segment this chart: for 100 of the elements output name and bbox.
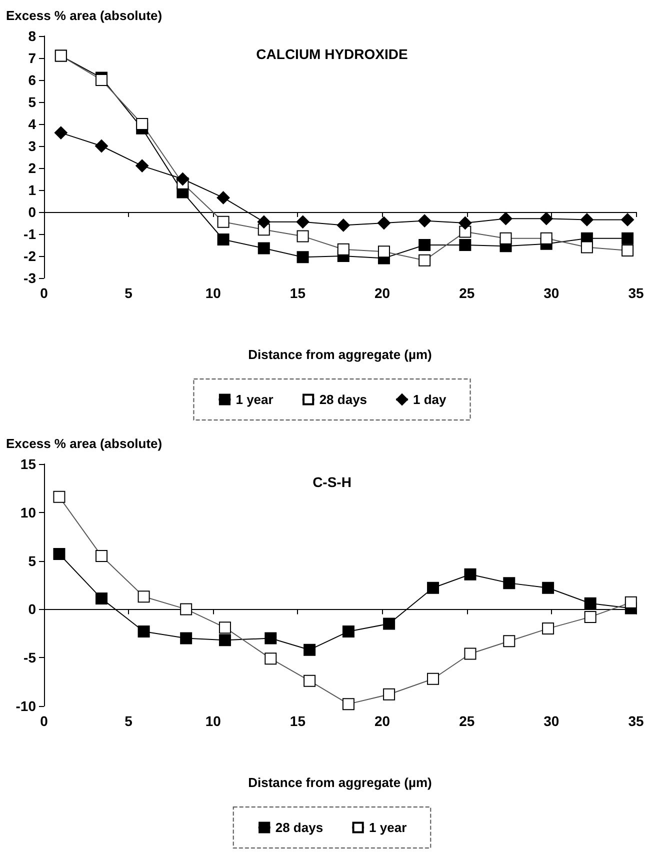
point bbox=[418, 214, 432, 228]
point bbox=[217, 234, 230, 246]
point bbox=[53, 490, 66, 503]
x-tick-label: 10 bbox=[205, 713, 222, 729]
point bbox=[136, 159, 149, 172]
point bbox=[54, 126, 68, 140]
y-tick-label: -2 bbox=[24, 248, 36, 264]
point bbox=[218, 622, 231, 634]
legend-label: 28 days bbox=[275, 820, 324, 835]
legend-label: 1 year bbox=[369, 820, 407, 835]
x-tick-label: 10 bbox=[205, 285, 222, 301]
point bbox=[377, 216, 390, 230]
x-tick-label: 25 bbox=[459, 285, 475, 301]
point bbox=[621, 213, 634, 226]
point bbox=[296, 215, 310, 228]
x-tick-label: 15 bbox=[290, 285, 306, 301]
point bbox=[304, 644, 316, 656]
point bbox=[499, 212, 512, 226]
y-tick-label: 0 bbox=[28, 204, 36, 220]
point bbox=[500, 232, 512, 244]
y-tick-label: 10 bbox=[20, 504, 36, 520]
x-tick-label: 25 bbox=[459, 713, 475, 729]
point bbox=[138, 625, 150, 638]
point bbox=[458, 216, 472, 230]
point bbox=[264, 652, 277, 665]
point bbox=[584, 597, 596, 610]
point bbox=[216, 191, 230, 204]
point bbox=[459, 239, 472, 251]
point bbox=[96, 74, 108, 86]
y-tick-label: 8 bbox=[28, 28, 36, 44]
point bbox=[180, 603, 192, 616]
point bbox=[383, 688, 396, 700]
x-tick-label: 30 bbox=[544, 713, 560, 729]
point bbox=[540, 212, 553, 226]
point bbox=[540, 232, 552, 244]
x-tick-label: 0 bbox=[40, 285, 48, 301]
legend-label: 28 days bbox=[319, 392, 368, 407]
y-tick-label: 1 bbox=[28, 182, 36, 198]
point bbox=[336, 218, 350, 232]
point bbox=[427, 582, 440, 594]
text: C-S-H bbox=[312, 474, 352, 490]
y-axis-title: Excess % area (absolute) bbox=[6, 8, 162, 23]
y-tick-label: 4 bbox=[28, 116, 36, 132]
point bbox=[503, 577, 516, 590]
legend-label: 1 year bbox=[236, 392, 274, 407]
point bbox=[257, 215, 270, 228]
y-tick-label: 6 bbox=[28, 72, 36, 88]
point bbox=[180, 632, 192, 644]
point bbox=[378, 246, 390, 258]
x-tick-label: 5 bbox=[124, 285, 133, 301]
point bbox=[418, 239, 431, 251]
point bbox=[337, 243, 350, 256]
point bbox=[464, 648, 476, 660]
y-tick-label: -5 bbox=[24, 650, 36, 666]
x-tick-label: 0 bbox=[40, 713, 48, 729]
y-tick-label: -1 bbox=[24, 226, 36, 242]
x-tick-label: 35 bbox=[628, 285, 644, 301]
point bbox=[464, 568, 476, 580]
point bbox=[53, 548, 66, 560]
y-tick-label: -3 bbox=[24, 270, 36, 286]
y-tick-label: 7 bbox=[28, 50, 36, 66]
y-tick-label: 2 bbox=[28, 160, 36, 176]
point bbox=[580, 241, 593, 254]
point bbox=[95, 140, 108, 152]
point bbox=[138, 590, 150, 603]
point bbox=[383, 618, 396, 630]
point bbox=[176, 172, 190, 186]
x-tick-label: 30 bbox=[544, 285, 560, 301]
legend-label: 1 day bbox=[413, 392, 448, 407]
point bbox=[258, 242, 270, 254]
point bbox=[217, 216, 230, 228]
point bbox=[218, 634, 231, 646]
x-axis-title: Distance from aggregate (µm) bbox=[248, 775, 432, 790]
x-axis-title: Distance from aggregate (µm) bbox=[248, 347, 432, 362]
point bbox=[503, 635, 516, 648]
text: CALCIUM HYDROXIDE bbox=[256, 46, 408, 62]
point bbox=[342, 625, 354, 638]
point bbox=[264, 632, 277, 644]
y-tick-label: 5 bbox=[28, 552, 36, 569]
y-tick-label: 15 bbox=[20, 456, 36, 472]
point bbox=[580, 213, 594, 226]
point bbox=[96, 592, 108, 605]
x-tick-label: 35 bbox=[628, 713, 644, 729]
point bbox=[136, 118, 148, 130]
y-axis-title: Excess % area (absolute) bbox=[6, 436, 162, 451]
point bbox=[296, 251, 309, 264]
y-tick-label: 5 bbox=[28, 94, 36, 110]
point bbox=[296, 230, 309, 242]
y-tick-label: 3 bbox=[28, 138, 36, 154]
point bbox=[427, 672, 440, 685]
point bbox=[542, 582, 554, 594]
point bbox=[342, 698, 354, 710]
y-tick-label: 0 bbox=[28, 601, 36, 618]
point bbox=[622, 232, 634, 244]
x-tick-label: 20 bbox=[374, 285, 390, 301]
point bbox=[624, 596, 637, 608]
point bbox=[304, 674, 316, 687]
x-tick-label: 20 bbox=[374, 713, 390, 729]
x-tick-label: 5 bbox=[124, 713, 133, 729]
x-tick-label: 15 bbox=[290, 713, 306, 729]
